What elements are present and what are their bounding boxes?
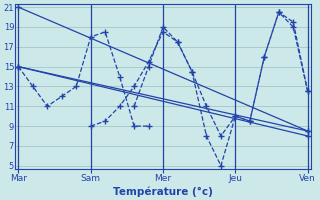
X-axis label: Température (°c): Température (°c) xyxy=(113,186,213,197)
